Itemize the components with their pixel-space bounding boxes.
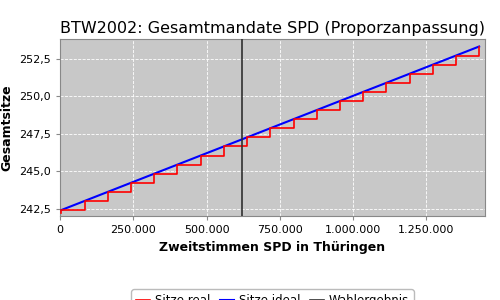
Sitze real (476, 45, 482, 48)
Text: BTW2002: Gesamtmandate SPD (Proporzanpassung): BTW2002: Gesamtmandate SPD (Proporzanpas… (60, 21, 485, 36)
Sitze real (58, 211, 64, 214)
Sitze real (221, 154, 227, 157)
Y-axis label: Gesamtsitze: Gesamtsitze (0, 84, 14, 171)
Line: Sitze real: Sitze real (62, 46, 479, 213)
Sitze real (152, 172, 158, 175)
Sitze real (128, 181, 134, 184)
Legend: Sitze real, Sitze ideal, Wahlergebnis: Sitze real, Sitze ideal, Wahlergebnis (132, 289, 414, 300)
Sitze real (430, 63, 436, 67)
Sitze real (105, 190, 111, 194)
Sitze real (476, 54, 482, 57)
X-axis label: Zweitstimmen SPD in Thüringen: Zweitstimmen SPD in Thüringen (160, 241, 386, 254)
